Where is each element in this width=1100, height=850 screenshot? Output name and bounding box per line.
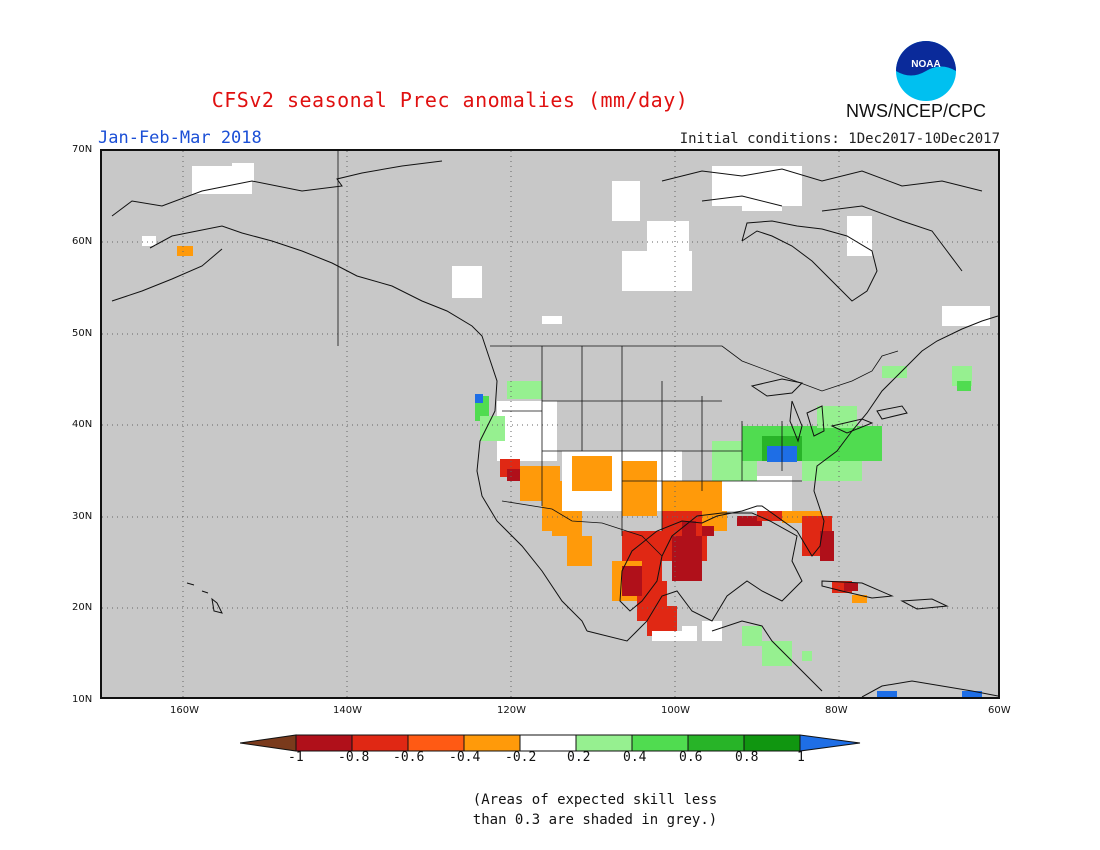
anomaly-cell <box>852 595 867 603</box>
lat-label: 20N <box>72 602 93 613</box>
central-america <box>711 620 823 692</box>
anomaly-cell <box>877 691 897 697</box>
colorbar-box <box>631 734 689 752</box>
lat-label: 40N <box>72 419 93 430</box>
anomaly-cell <box>682 521 696 551</box>
colorbar-box <box>687 734 745 752</box>
colorbar-label: 0.2 <box>567 750 591 765</box>
anomaly-cell <box>820 531 834 561</box>
coastlines <box>111 160 998 697</box>
logo-text: NOAA <box>911 59 940 70</box>
anomaly-cell <box>957 381 971 391</box>
colorbar-label: 1 <box>797 750 805 765</box>
colorbar-label: 0.8 <box>735 750 759 765</box>
colorbar-arrow-low <box>240 734 297 752</box>
forecast-map <box>100 149 1000 699</box>
anomaly-cell <box>882 366 907 378</box>
season-label: Jan-Feb-Mar 2018 <box>98 128 262 148</box>
colorbar-box <box>351 734 409 752</box>
anomaly-cell <box>652 631 682 641</box>
colorbar-label: -0.6 <box>393 750 425 765</box>
colorbar-label: 0.6 <box>679 750 703 765</box>
chart-title: CFSv2 seasonal Prec anomalies (mm/day) <box>211 88 689 112</box>
alaska-coast <box>111 160 588 632</box>
lon-label: 120W <box>497 705 526 716</box>
anomaly-cell <box>622 461 657 516</box>
anomaly-cell <box>942 306 990 326</box>
colorbar-box <box>743 734 801 752</box>
graticule <box>102 151 998 697</box>
lon-label: 140W <box>333 705 362 716</box>
lon-label: 80W <box>825 705 848 716</box>
anomaly-cell <box>480 416 505 441</box>
noaa-logo: NOAA <box>896 41 956 101</box>
anomaly-cell <box>802 461 862 481</box>
political-borders <box>337 151 899 557</box>
anomaly-cell <box>542 316 562 324</box>
hispaniola <box>900 598 949 610</box>
anomaly-cell <box>142 236 156 246</box>
colorbar-box <box>463 734 521 752</box>
anomaly-cell <box>844 583 858 591</box>
south-america <box>861 680 998 697</box>
lat-label: 50N <box>72 328 93 339</box>
lon-label: 60W <box>988 705 1011 716</box>
anomaly-cells <box>142 163 990 697</box>
colorbar-boxes <box>240 734 861 752</box>
cuba <box>821 580 894 599</box>
anomaly-cell <box>232 163 254 181</box>
anomaly-cell <box>802 651 812 661</box>
anomaly-cell <box>742 626 762 646</box>
anomaly-cell <box>737 516 762 526</box>
map-svg <box>102 151 998 697</box>
anomaly-cell <box>622 566 642 596</box>
anomaly-cell <box>612 181 640 221</box>
anomaly-cell <box>702 526 714 536</box>
anomaly-cell <box>572 456 612 491</box>
lat-label: 10N <box>72 694 93 705</box>
us-mexico-border <box>501 500 663 557</box>
colorbar-arrow-high <box>799 734 861 752</box>
colorbar <box>240 734 861 752</box>
agency-label: NWS/NCEP/CPC <box>846 101 987 121</box>
colorbar-label: 0.4 <box>623 750 647 765</box>
colorbar-label: -1 <box>288 750 304 765</box>
anomaly-cell <box>962 691 982 697</box>
great-lakes <box>750 378 908 443</box>
colorbar-label: -0.2 <box>505 750 537 765</box>
footnote-line-2: than 0.3 are shaded in grey.) <box>472 812 718 828</box>
arctic-islands <box>661 168 983 272</box>
colorbar-box <box>519 734 577 752</box>
us-canada-border <box>490 345 899 392</box>
colorbar-box <box>295 734 353 752</box>
hudson-bay <box>741 220 878 302</box>
hawaii <box>186 582 223 614</box>
anomaly-cell <box>847 216 872 256</box>
colorbar-label: -0.8 <box>338 750 370 765</box>
anomaly-cell <box>747 476 792 511</box>
anomaly-cell <box>475 394 483 403</box>
lon-label: 160W <box>170 705 199 716</box>
anomaly-cell <box>452 266 482 298</box>
anomaly-cell <box>497 401 557 461</box>
footnote-line-1: (Areas of expected skill less <box>472 792 718 808</box>
lat-label: 70N <box>72 144 93 155</box>
initial-conditions-label: Initial conditions: 1Dec2017-10Dec2017 <box>679 131 1000 147</box>
lat-label: 30N <box>72 511 93 522</box>
colorbar-box <box>575 734 633 752</box>
colorbar-box <box>407 734 465 752</box>
anomaly-cell <box>177 246 193 256</box>
lat-label: 60N <box>72 236 93 247</box>
anomaly-cell <box>507 381 542 399</box>
lon-label: 100W <box>661 705 690 716</box>
anomaly-cell <box>762 641 792 666</box>
colorbar-label: -0.4 <box>449 750 481 765</box>
anomaly-cell <box>682 626 697 641</box>
anomaly-cell <box>567 536 592 566</box>
state-lines <box>502 346 802 536</box>
anomaly-cell <box>622 251 692 291</box>
